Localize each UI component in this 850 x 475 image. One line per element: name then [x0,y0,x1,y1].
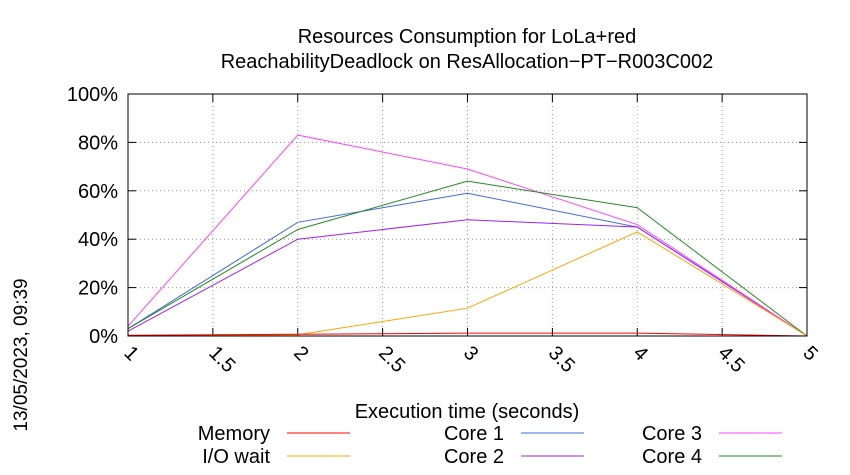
series-line-core-4 [127,180,808,337]
series-line-core-3 [127,134,808,337]
x-tick-label: 1 [119,342,142,365]
x-tick-label: 2 [289,342,312,365]
x-tick-label: 3 [459,342,482,365]
chart-title: Resources Consumption for LoLa+red [298,26,637,48]
series-line-core-2 [127,219,808,337]
legend-label: Core 1 [444,423,504,445]
series-line-i-o-wait [127,231,808,337]
x-tick-label: 4 [629,342,652,365]
y-tick-label: 60% [78,181,118,203]
x-tick-label: 1.5 [204,342,239,377]
y-tick-label: 20% [78,278,118,300]
plot-frame [127,93,808,337]
y-tick-label: 0% [89,326,118,348]
legend-label: I/O wait [202,446,270,468]
x-axis-label: Execution time (seconds) [355,401,580,423]
x-tick-label: 5 [798,342,821,365]
x-tick-label: 3.5 [544,342,579,377]
legend-label: Core 2 [444,446,504,468]
chart-subtitle: ReachabilityDeadlock on ResAllocation−PT… [221,51,714,73]
y-tick-label: 100% [67,84,118,106]
legend-label: Core 3 [642,423,702,445]
series-lines [127,134,808,337]
y-tick-label: 80% [78,132,118,154]
legend-label: Core 4 [642,446,702,468]
x-tick-label: 2.5 [374,342,409,377]
x-tick-label: 4.5 [714,342,749,377]
grid-lines [128,94,807,336]
timestamp: 13/05/2023, 09:39 [11,278,32,431]
y-tick-label: 40% [78,229,118,251]
y-axis-ticks: 0% 20% 40% 60% 80% 100% [67,84,807,348]
series-line-memory [127,332,808,337]
legend-label: Memory [198,423,270,445]
